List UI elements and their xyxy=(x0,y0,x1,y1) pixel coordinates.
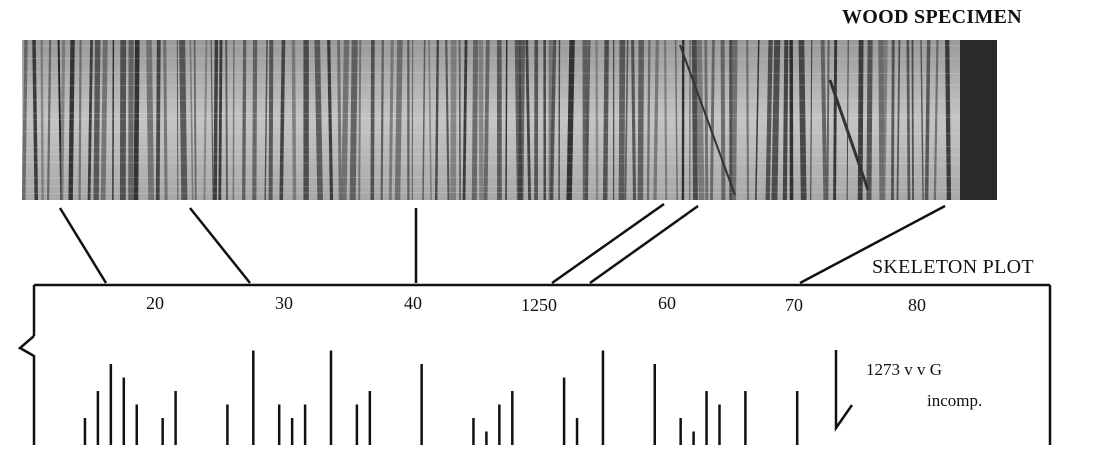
wood-specimen-image xyxy=(22,40,997,200)
tree-ring xyxy=(195,40,196,200)
tree-ring xyxy=(655,40,657,200)
tree-ring xyxy=(912,40,913,200)
tick-label-20: 20 xyxy=(146,293,164,313)
tree-ring xyxy=(622,40,623,200)
tree-ring xyxy=(344,40,347,200)
tree-ring xyxy=(353,40,355,200)
tick-label-1250: 1250 xyxy=(521,295,557,315)
tree-ring xyxy=(648,40,649,200)
wood-specimen-title: WOOD SPECIMEN xyxy=(842,6,1022,29)
tree-ring xyxy=(723,40,724,200)
tree-ring xyxy=(869,40,870,200)
tree-ring xyxy=(233,40,234,200)
connector-line xyxy=(60,208,106,283)
tree-ring xyxy=(835,40,836,200)
tree-ring xyxy=(80,40,81,200)
tick-labels: 20 30 40 1250 60 70 80 xyxy=(146,293,926,315)
tree-ring xyxy=(785,40,786,200)
connector-lines xyxy=(60,204,945,283)
tree-ring xyxy=(453,40,454,200)
tree-ring xyxy=(317,40,320,200)
tree-ring xyxy=(103,40,105,200)
tree-ring xyxy=(665,40,666,200)
tree-ring xyxy=(62,40,64,200)
tree-ring xyxy=(96,40,98,200)
wood-bark-edge xyxy=(960,40,997,200)
tree-ring xyxy=(177,40,178,200)
annotation-line-1: 1273 v v G xyxy=(866,360,942,380)
tree-ring xyxy=(711,40,713,200)
tree-ring xyxy=(801,40,803,200)
tree-ring xyxy=(597,40,598,200)
annotation-line-2: incomp. xyxy=(927,391,982,411)
wood-background xyxy=(22,40,997,200)
tree-ring xyxy=(486,40,488,200)
tick-label-40: 40 xyxy=(404,293,422,313)
tree-ring xyxy=(506,40,507,200)
tree-ring xyxy=(436,40,438,200)
tree-ring xyxy=(24,40,26,200)
tree-ring xyxy=(774,40,777,200)
tree-ring xyxy=(34,40,36,200)
tree-ring xyxy=(359,40,360,200)
tree-ring xyxy=(149,40,151,200)
tree-ring xyxy=(136,40,137,200)
tree-ring xyxy=(182,40,184,200)
tree-ring xyxy=(215,40,216,200)
tree-ring xyxy=(927,40,929,200)
tree-ring xyxy=(293,40,294,200)
tree-ring xyxy=(699,40,702,200)
tree-ring xyxy=(892,40,893,200)
tree-ring xyxy=(908,40,909,200)
tree-ring xyxy=(226,40,227,200)
tree-ring xyxy=(382,40,383,200)
tree-ring xyxy=(339,40,341,200)
skeleton-plot-title: SKELETON PLOT xyxy=(872,256,1034,279)
connector-line xyxy=(190,208,250,283)
tree-ring xyxy=(768,40,771,200)
tree-ring xyxy=(271,40,272,200)
skeleton-bars xyxy=(85,351,797,446)
tick-label-80: 80 xyxy=(908,295,926,315)
tree-ring xyxy=(165,40,166,200)
tree-ring xyxy=(390,40,392,200)
tree-ring xyxy=(827,40,828,200)
tree-ring xyxy=(569,40,572,200)
tick-label-70: 70 xyxy=(785,295,803,315)
tree-ring xyxy=(71,40,73,200)
incomplete-arrow xyxy=(836,350,852,428)
plot-break-mark xyxy=(20,336,34,445)
tree-ring xyxy=(883,40,885,200)
tick-label-30: 30 xyxy=(275,293,293,313)
tree-ring xyxy=(481,40,482,200)
tree-ring xyxy=(640,40,641,200)
tree-ring xyxy=(605,40,607,200)
tree-ring xyxy=(281,40,283,200)
tree-ring xyxy=(254,40,255,200)
tree-ring xyxy=(633,40,635,200)
tree-ring xyxy=(947,40,949,200)
tree-ring xyxy=(460,40,461,200)
tree-ring xyxy=(158,40,159,200)
tree-ring xyxy=(733,40,735,200)
tree-ring xyxy=(694,40,695,200)
tree-ring xyxy=(372,40,373,200)
tree-ring xyxy=(397,40,399,200)
tree-ring xyxy=(860,40,861,200)
tree-ring xyxy=(244,40,245,200)
tick-label-60: 60 xyxy=(658,293,676,313)
tree-ring xyxy=(521,40,523,200)
tree-ring xyxy=(747,40,748,200)
tree-ring xyxy=(42,40,43,200)
tree-ring xyxy=(220,40,221,200)
tree-ring xyxy=(474,40,475,200)
tree-ring xyxy=(113,40,114,200)
